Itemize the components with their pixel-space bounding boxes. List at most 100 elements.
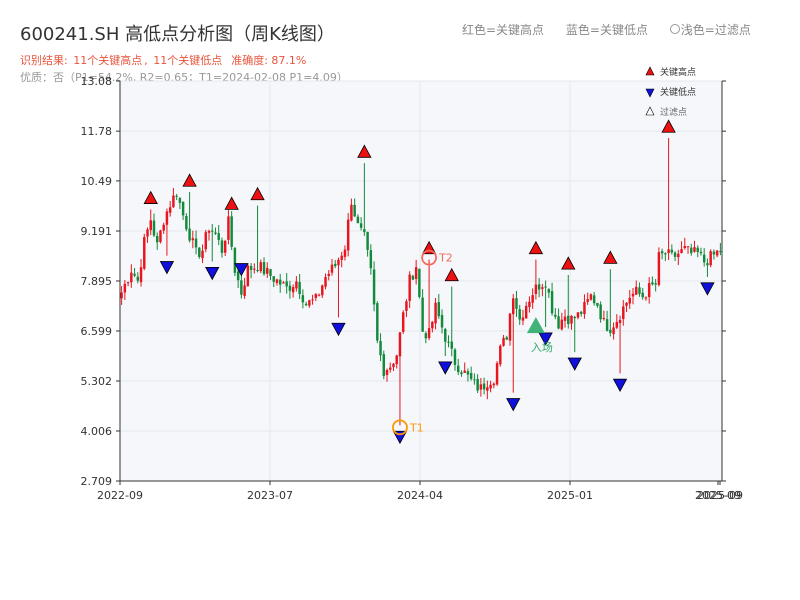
candle-body (570, 315, 573, 324)
candle (702, 248, 706, 267)
signal-circle (421, 249, 437, 266)
candle-body (524, 305, 528, 319)
y-tick-label: 4.006 (81, 425, 113, 438)
candle (191, 230, 195, 249)
candle (327, 269, 330, 281)
summary-separator: , (144, 54, 152, 67)
candle-body (411, 275, 415, 280)
candle-body (673, 252, 677, 257)
candle (635, 280, 638, 295)
light-circle-icon (669, 24, 680, 34)
candle-body (139, 267, 143, 283)
candle-body (654, 283, 657, 285)
candle-body (660, 251, 664, 254)
candle-body (356, 216, 360, 224)
x-tick-label: 2025-09 (697, 489, 743, 502)
candle (168, 200, 172, 217)
candle (469, 366, 473, 381)
candle (427, 259, 431, 341)
chart-title: 600241.SH 高低点分析图（周K线图） (20, 24, 335, 45)
candle-body (541, 287, 544, 289)
candle-body (181, 201, 185, 216)
candle-body (693, 247, 696, 252)
candle-body (188, 228, 191, 241)
candle (311, 294, 314, 305)
candle (680, 241, 683, 254)
candle (647, 277, 651, 304)
candle (579, 310, 583, 317)
candle-body (447, 341, 450, 343)
candle-body (321, 285, 324, 296)
candle-body (304, 303, 308, 306)
candle (418, 268, 421, 299)
candle (495, 361, 499, 386)
candle (366, 231, 369, 257)
key-low-marker (612, 378, 628, 393)
candle-body (246, 265, 250, 287)
candle-body (625, 302, 628, 306)
candle-body (175, 195, 178, 197)
candle (155, 232, 159, 250)
legend-filtered-icon (645, 106, 655, 116)
candle (550, 282, 554, 316)
key-low-marker (538, 332, 553, 346)
candle-body (615, 322, 619, 328)
legend-blue-low: 蓝色=关键低点 (565, 23, 648, 37)
candle-body (531, 295, 534, 303)
candle (172, 187, 175, 208)
x-tick-label: 2022-09 (97, 489, 143, 502)
candle (605, 310, 609, 332)
candle-body (444, 328, 447, 342)
candle (719, 243, 722, 256)
candle (567, 275, 570, 329)
candle (521, 309, 525, 326)
y-axis-ticks: 2.709 4.006 5.302 6.599 7.895 9.191 10.49 11.78… (81, 75, 726, 488)
candle-body (560, 319, 564, 330)
legend-red-high: 红色=关键高点 (462, 23, 545, 37)
candle (227, 210, 230, 245)
candle (660, 248, 664, 260)
candle-body (314, 293, 318, 299)
candle-body (599, 304, 602, 320)
key-high-marker (528, 240, 544, 255)
candle-body (528, 301, 531, 308)
candle-body (155, 235, 159, 243)
y-tick-label: 11.78 (81, 125, 113, 138)
candle-body (240, 280, 243, 295)
candle (240, 272, 243, 299)
candle-body (664, 253, 667, 255)
candle-body (699, 251, 703, 254)
candle (321, 284, 324, 299)
candle (363, 163, 366, 236)
candle-body (702, 254, 706, 263)
candle-body (149, 220, 152, 231)
summary-lows: 11个关键低点 (153, 54, 223, 67)
y-tick-label: 9.191 (81, 225, 113, 238)
candle (304, 301, 308, 307)
key-high-marker (143, 190, 158, 204)
candle-body (466, 371, 470, 375)
candle-body (337, 259, 340, 266)
candle-body (618, 319, 622, 323)
candle-body (586, 299, 589, 302)
candle-body (638, 287, 641, 294)
candle-body (709, 251, 712, 266)
key-high-marker (444, 267, 459, 282)
candle (275, 278, 279, 286)
candle-body (253, 268, 256, 270)
candle-body (194, 238, 198, 248)
candle (414, 259, 418, 285)
candle (152, 213, 156, 238)
candle-body (398, 332, 402, 357)
candle-body (324, 276, 327, 287)
candle (243, 277, 246, 299)
candle (350, 198, 353, 222)
candle (440, 309, 444, 334)
candle-body (249, 265, 253, 270)
candle-body (207, 230, 211, 233)
candle-body (223, 240, 227, 253)
candle (401, 310, 405, 334)
analysis-summary: 识别结果: 11个关键高点, 11个关键低点 准确度: 87.1% (20, 52, 308, 68)
candle-body (486, 387, 489, 391)
x-tick-label: 2023-07 (247, 489, 293, 502)
